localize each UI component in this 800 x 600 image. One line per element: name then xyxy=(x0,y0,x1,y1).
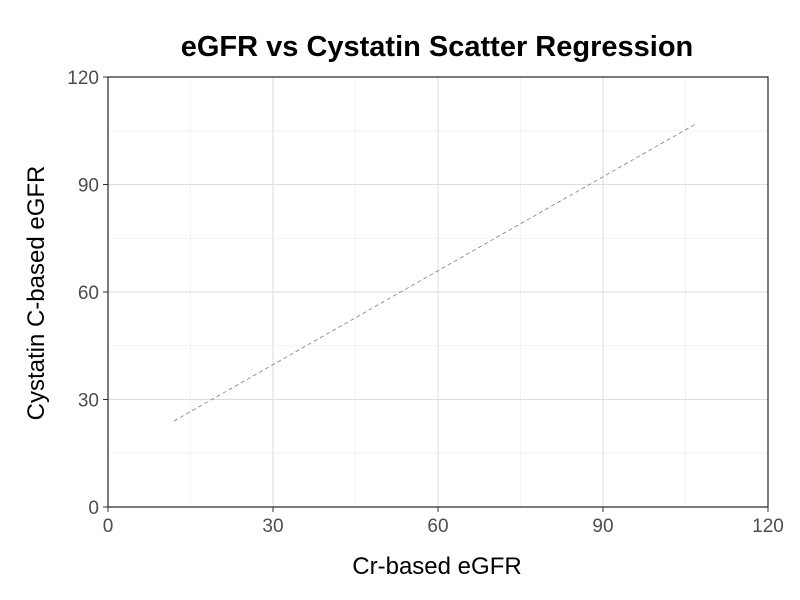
regression-layer xyxy=(173,123,697,422)
y-tick-label: 120 xyxy=(67,68,99,89)
y-tick-label: 0 xyxy=(88,498,99,519)
x-tick-label: 120 xyxy=(752,516,784,537)
y-tick-label: 60 xyxy=(78,283,99,304)
chart-title: eGFR vs Cystatin Scatter Regression xyxy=(181,31,694,63)
y-axis-label: Cystatin C-based eGFR xyxy=(23,166,50,421)
y-tick-label: 30 xyxy=(78,391,99,412)
grid-lines xyxy=(107,76,769,508)
axis-ticks: 0 30 60 90 120 0 30 60 90 120 xyxy=(67,68,784,537)
x-tick-label: 30 xyxy=(262,516,283,537)
x-tick-label: 0 xyxy=(103,516,114,537)
x-axis-label: Cr-based eGFR xyxy=(352,553,521,580)
y-tick-label: 90 xyxy=(78,176,99,197)
x-tick-label: 90 xyxy=(592,516,613,537)
x-tick-label: 60 xyxy=(427,516,448,537)
regression-line xyxy=(173,123,697,422)
